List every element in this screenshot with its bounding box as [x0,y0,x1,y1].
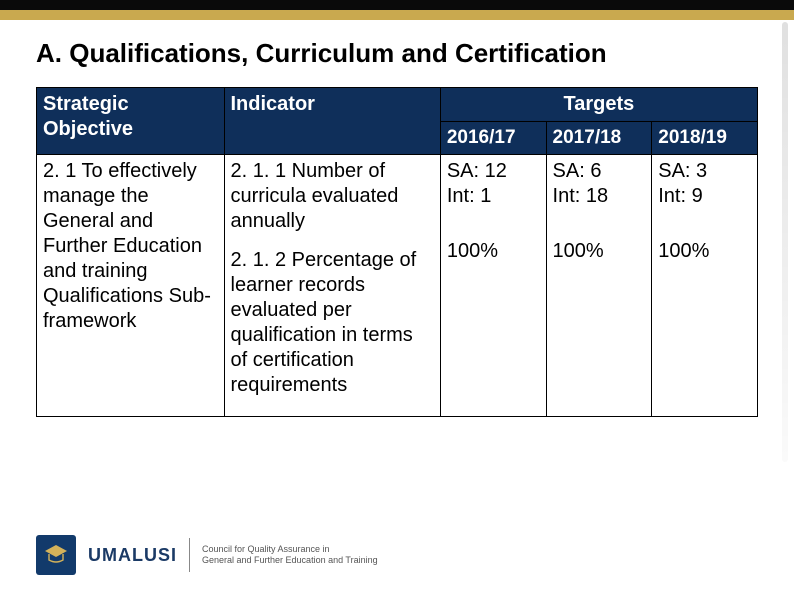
table-row: 2. 1 To effectively manage the General a… [37,154,758,416]
target-0-0: SA: 12Int: 1 [447,159,540,209]
cell-targets-y0: SA: 12Int: 1 100% [440,154,546,416]
cell-indicators: 2. 1. 1 Number of curricula evaluated an… [224,154,440,416]
target-1-2: 100% [658,239,751,264]
right-shadow-stripe [782,22,788,462]
target-0-2: SA: 3Int: 9 [658,159,751,209]
page-title: A. Qualifications, Curriculum and Certif… [36,38,758,69]
tagline-line-1: Council for Quality Assurance in [202,544,378,555]
target-1-0: 100% [447,239,540,264]
col-header-indicator: Indicator [224,88,440,155]
footer-separator [189,538,190,572]
logo-badge [36,535,76,575]
col-header-year-1: 2017/18 [546,122,652,155]
qualifications-table: Strategic Objective Indicator Targets 20… [36,87,758,417]
cell-targets-y1: SA: 6Int: 18 100% [546,154,652,416]
footer: UMALUSI Council for Quality Assurance in… [36,535,378,575]
graduation-cap-icon [43,542,69,568]
col-header-strategic-objective: Strategic Objective [37,88,225,155]
content-area: A. Qualifications, Curriculum and Certif… [0,20,794,417]
target-1-1: 100% [553,239,646,264]
footer-tagline-block: Council for Quality Assurance in General… [202,544,378,566]
indicator-text-0: 2. 1. 1 Number of curricula evaluated an… [231,159,434,234]
indicator-text-1: 2. 1. 2 Percentage of learner records ev… [231,248,434,398]
cell-strategic-objective: 2. 1 To effectively manage the General a… [37,154,225,416]
logo-text-block: UMALUSI [88,545,177,566]
col-header-year-2: 2018/19 [652,122,758,155]
tagline-line-2: General and Further Education and Traini… [202,555,378,566]
gold-bar [0,10,794,20]
target-0-1: SA: 6Int: 18 [553,159,646,209]
col-header-year-0: 2016/17 [440,122,546,155]
cell-targets-y2: SA: 3Int: 9 100% [652,154,758,416]
brand-name: UMALUSI [88,545,177,566]
col-header-targets: Targets [440,88,757,122]
top-bar [0,0,794,10]
